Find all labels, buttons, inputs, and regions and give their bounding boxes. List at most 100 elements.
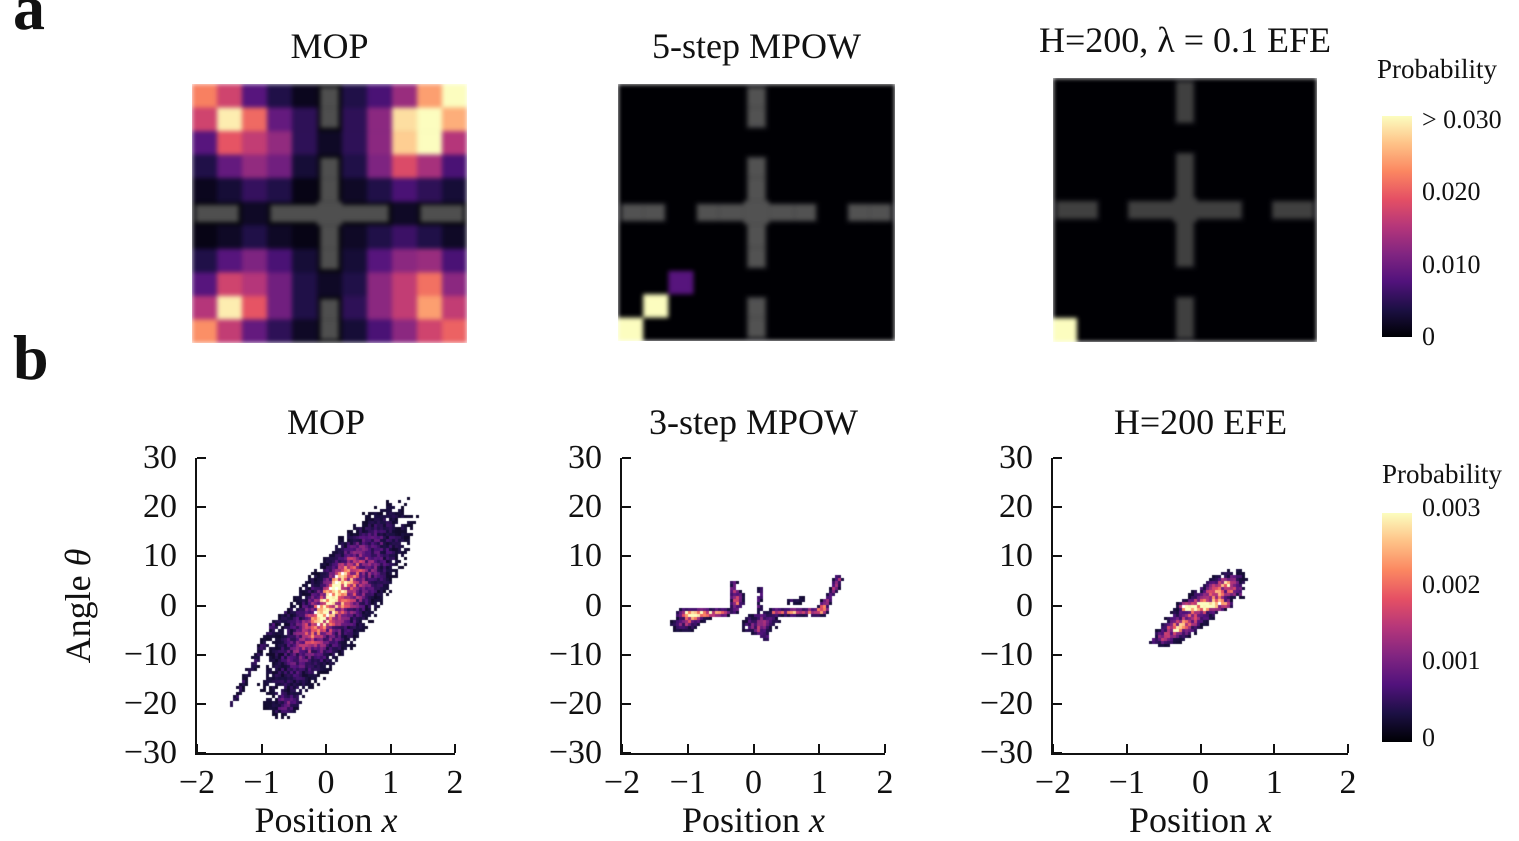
x-tick-mark: [1199, 744, 1202, 753]
x-tick-label: −1: [243, 764, 280, 801]
panel-title: H=200, λ = 0.1 EFE: [1038, 20, 1332, 60]
panel-a-mop: MOP: [192, 26, 467, 343]
y-axis-label: Angle θ: [58, 548, 98, 663]
x-tick-label: 2: [446, 764, 464, 801]
y-axis-spine: [195, 458, 197, 755]
panel-title: MOP: [286, 402, 366, 442]
colorbar-tick-label: > 0.030: [1422, 105, 1502, 134]
y-tick-label: 0: [585, 586, 602, 624]
y-tick-label: −10: [548, 635, 602, 673]
colorbar-tick-label: 0.003: [1422, 493, 1481, 522]
x-axis-spine: [620, 753, 885, 755]
density-canvas-efe: [1053, 458, 1348, 753]
x-tick-mark: [325, 744, 327, 753]
y-tick-label: 20: [143, 488, 177, 526]
y-tick-label: 10: [568, 537, 602, 575]
x-tick-label: 2: [876, 764, 894, 801]
x-tick-label: 0: [1192, 764, 1209, 801]
y-tick-mark: [1053, 457, 1062, 459]
heatmap-canvas-mpow: [618, 84, 895, 341]
y-tick-mark: [1053, 555, 1062, 558]
y-tick-mark: [622, 457, 631, 459]
y-tick-mark: [197, 457, 206, 459]
y-tick-mark: [197, 702, 206, 705]
density-canvas-mop: [197, 458, 455, 753]
colorbar-tick-label: 0.020: [1422, 177, 1481, 207]
panel-a-efe: H=200, λ = 0.1 EFE: [1039, 20, 1331, 342]
x-tick-mark: [686, 744, 689, 753]
y-tick-label: −20: [548, 684, 602, 722]
y-tick-mark: [1053, 702, 1062, 705]
y-tick-label: −30: [548, 734, 602, 771]
y-tick-mark: [1053, 752, 1062, 754]
x-tick-label: −1: [1108, 764, 1145, 801]
y-tick-label: 20: [999, 488, 1033, 526]
colorbar-tick-label: 0: [1422, 321, 1435, 351]
x-tick-label: −2: [1034, 764, 1072, 801]
panel-title: H=200 EFE: [1113, 402, 1288, 442]
x-axis-spine: [1051, 753, 1348, 755]
y-tick-mark: [197, 653, 206, 656]
colorbar-b-gradient: [1382, 513, 1412, 742]
y-tick-mark: [622, 604, 631, 607]
panel-a-mpow: 5-step MPOW: [618, 26, 895, 341]
x-tick-mark: [1347, 744, 1349, 753]
x-tick-mark: [454, 744, 456, 753]
colorbar-a-gradient: [1382, 116, 1412, 337]
x-tick-label: 2: [1339, 764, 1357, 801]
x-axis-label: Position x: [681, 800, 826, 840]
colorbar-tick-label: 0.010: [1422, 249, 1481, 279]
x-tick-label: 1: [1265, 764, 1283, 801]
y-tick-mark: [622, 653, 631, 656]
heatmap-canvas-mop: [192, 84, 467, 343]
colorbar-a-title: Probability: [1377, 54, 1497, 84]
y-tick-mark: [622, 702, 631, 705]
panel-b-mpow: 3-step MPOW Position x −2 −1 0 1 2 30 20 10 0 −10…: [549, 402, 894, 840]
x-tick-label: −2: [178, 764, 216, 801]
panel-title: 5-step MPOW: [652, 26, 861, 66]
colorbar-tick-label: 0: [1422, 723, 1435, 753]
x-tick-label: 0: [317, 764, 335, 801]
y-tick-label: −10: [979, 635, 1033, 673]
y-axis-spine: [620, 458, 622, 755]
x-axis-spine: [195, 753, 455, 755]
x-axis-label: Position x: [254, 800, 398, 840]
x-tick-mark: [621, 744, 623, 753]
y-tick-label: 30: [568, 439, 602, 476]
y-tick-label: 0: [160, 586, 177, 624]
panel-title: 3-step MPOW: [649, 402, 858, 442]
y-tick-mark: [1053, 506, 1062, 509]
y-tick-label: 0: [1016, 586, 1033, 624]
panel-b-mop: MOP Angle θ Position x −2 −1 0 1 2 30 20 10 0 −10…: [58, 402, 464, 840]
x-tick-mark: [389, 744, 392, 753]
x-tick-mark: [1052, 744, 1054, 753]
y-tick-mark: [1053, 604, 1062, 607]
x-tick-mark: [884, 744, 886, 753]
x-axis-label: Position x: [1128, 800, 1273, 840]
y-tick-label: −10: [123, 635, 177, 673]
y-tick-label: 10: [999, 537, 1033, 575]
x-tick-label: 1: [810, 764, 828, 801]
y-tick-label: −30: [123, 734, 177, 771]
y-tick-mark: [197, 506, 206, 509]
x-tick-label: −1: [669, 764, 706, 801]
y-tick-label: −30: [979, 734, 1033, 771]
y-tick-label: −20: [123, 684, 177, 722]
y-tick-label: 30: [999, 439, 1033, 476]
panel-label-b: b: [13, 322, 49, 393]
y-tick-mark: [197, 604, 206, 607]
x-tick-mark: [1273, 744, 1276, 753]
y-tick-mark: [197, 752, 206, 754]
y-tick-label: 30: [143, 439, 177, 476]
y-tick-mark: [622, 506, 631, 509]
x-tick-mark: [196, 744, 198, 753]
x-tick-mark: [1125, 744, 1128, 753]
colorbar-tick-label: 0.001: [1422, 646, 1481, 676]
x-tick-mark: [752, 744, 755, 753]
y-tick-label: 10: [143, 537, 177, 575]
y-tick-mark: [622, 555, 631, 558]
y-tick-mark: [197, 555, 206, 558]
x-tick-label: 0: [745, 764, 762, 801]
y-axis-spine: [1051, 458, 1053, 755]
